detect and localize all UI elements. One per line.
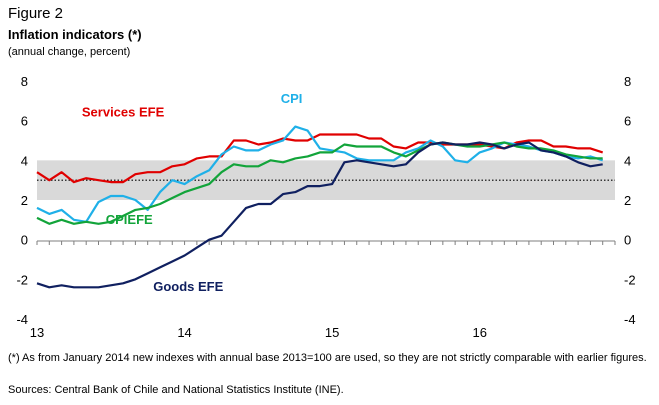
y-tick-label-right: 6 (624, 114, 631, 129)
y-tick-label-left: -4 (16, 312, 28, 327)
y-tick-label-right: 8 (624, 74, 631, 89)
x-tick-label: 16 (472, 325, 486, 340)
series-label-services-efe: Services EFE (82, 105, 165, 120)
series-label-cpi: CPI (281, 91, 303, 106)
footnote: (*) As from January 2014 new indexes wit… (8, 352, 647, 364)
series-line-cpiefe (36, 141, 603, 225)
x-tick-label: 15 (325, 325, 339, 340)
y-tick-label-right: -2 (624, 272, 636, 287)
y-tick-label-left: 6 (21, 114, 28, 129)
y-tick-label-left: -2 (16, 272, 28, 287)
target-band (37, 160, 615, 200)
sources-note: Sources: Central Bank of Chile and Natio… (8, 384, 344, 396)
chart-subtitle: (annual change, percent) (8, 46, 131, 58)
series-line-goods-efe (36, 141, 603, 289)
series-label-goods-efe: Goods EFE (153, 279, 223, 294)
y-tick-label-left: 8 (21, 74, 28, 89)
y-tick-label-right: 0 (624, 233, 631, 248)
y-tick-label-left: 2 (21, 193, 28, 208)
y-tick-label-right: 2 (624, 193, 631, 208)
series-label-cpiefe: CPIEFE (106, 212, 153, 227)
x-tick-label: 14 (177, 325, 191, 340)
figure-number: Figure 2 (8, 5, 64, 22)
y-tick-label-left: 0 (21, 233, 28, 248)
chart-title: Inflation indicators (*) (8, 27, 142, 42)
y-tick-label-right: 4 (624, 153, 631, 168)
x-tick-label: 13 (30, 325, 44, 340)
y-tick-label-right: -4 (624, 312, 636, 327)
y-tick-label-left: 4 (21, 153, 28, 168)
